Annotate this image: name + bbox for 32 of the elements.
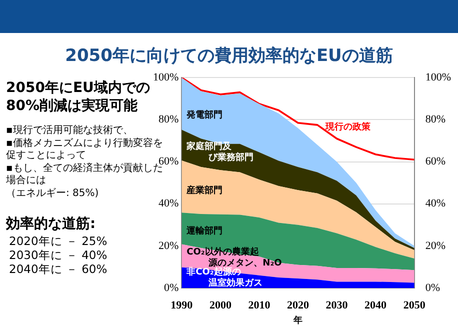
y-tick-label: 40%	[158, 198, 179, 210]
x-tick-label: 2040	[364, 299, 388, 312]
x-tick-label: 2050	[403, 299, 426, 312]
series-label: 家庭部門及び業務部門	[186, 141, 254, 164]
x-tick-label: 2010	[248, 299, 271, 312]
y2-tick-label: 80%	[425, 114, 446, 126]
x-tick-label: 2020	[287, 299, 310, 312]
y-tick-label: 20%	[158, 240, 179, 252]
y2-tick-label: 60%	[425, 156, 446, 168]
series-label: 現行の政策	[324, 121, 372, 132]
y-tick-label: 0%	[164, 282, 179, 294]
y2-tick-label: 100%	[425, 71, 452, 84]
chart-title: 2050年に向けての費用効率的なEUの道筋	[64, 45, 394, 67]
text: ▪現行で活用可能な技術で、	[6, 125, 134, 138]
y-tick-label: 100%	[152, 71, 179, 84]
x-tick-label: 1990	[170, 299, 194, 312]
text: 2020年に － 25%	[9, 234, 108, 248]
y2-tick-label: 0%	[425, 282, 440, 294]
text: 2040年に － 60%	[8, 262, 108, 277]
series-label: 産業部門	[186, 184, 223, 196]
text: 効率的な道筋:	[6, 216, 97, 234]
x-tick-label: 2030	[326, 299, 348, 312]
series-label: 運輸部門	[186, 225, 223, 236]
y2-tick-label: 20%	[425, 240, 446, 252]
text: （エネルギー: 85%)	[6, 188, 99, 198]
text: 2050年にEU域内での80%削減は実現可能	[6, 80, 150, 114]
y2-tick-label: 40%	[425, 198, 446, 210]
x-tick-label: 2000	[209, 299, 232, 312]
y-tick-label: 80%	[158, 114, 179, 126]
x-axis-title: 年	[292, 315, 302, 326]
series-label: 発電部門	[186, 109, 223, 120]
text: 2030年に － 40%	[9, 248, 108, 262]
